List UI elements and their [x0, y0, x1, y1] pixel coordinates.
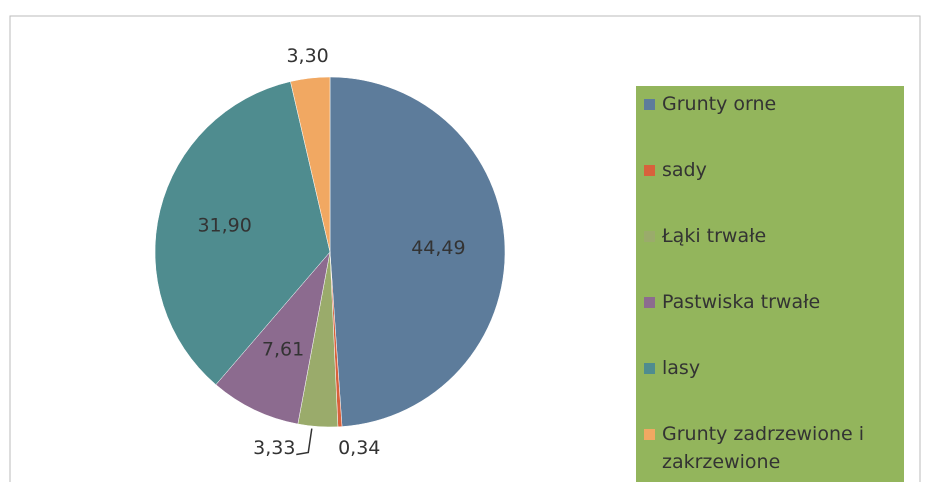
- pie-slice: [290, 76, 331, 253]
- frame: [9, 15, 921, 482]
- legend-label: Pastwiska trwałe: [662, 291, 821, 313]
- pie-slice: [329, 76, 506, 427]
- data-label: 31,90: [197, 215, 251, 237]
- pie-slice: [215, 251, 331, 425]
- data-label: 3,30: [286, 45, 328, 67]
- data-label: 44,49: [411, 237, 465, 259]
- leader-line: [296, 428, 313, 456]
- legend-item: sady: [644, 156, 896, 222]
- legend-label: Łąki trwałe: [662, 225, 767, 247]
- legend-swatch: [644, 297, 655, 308]
- legend-label: Grunty orne: [662, 93, 777, 115]
- legend-swatch: [644, 429, 655, 440]
- legend-label: Grunty zadrzewione i zakrzewione: [662, 423, 864, 473]
- legend-item: lasy: [644, 354, 896, 420]
- data-label: 0,34: [338, 437, 380, 459]
- legend-swatch: [644, 99, 655, 110]
- data-label: 3,33: [253, 437, 295, 459]
- legend-swatch: [644, 363, 655, 374]
- legend-item: Pastwiska trwałe: [644, 288, 896, 354]
- data-label: 7,61: [262, 338, 304, 360]
- legend-swatch: [644, 231, 655, 242]
- legend-item: Grunty zadrzewione i zakrzewione: [644, 420, 896, 482]
- legend-item: Grunty orne: [644, 90, 896, 156]
- legend-label: sady: [662, 159, 707, 181]
- legend-swatch: [644, 165, 655, 176]
- legend-item: Łąki trwałe: [644, 222, 896, 288]
- legend-label: lasy: [662, 357, 701, 379]
- legend: Grunty orne sady Łąki trwałe Pastwiska trwa…: [636, 86, 904, 482]
- pie-slice: [154, 81, 331, 386]
